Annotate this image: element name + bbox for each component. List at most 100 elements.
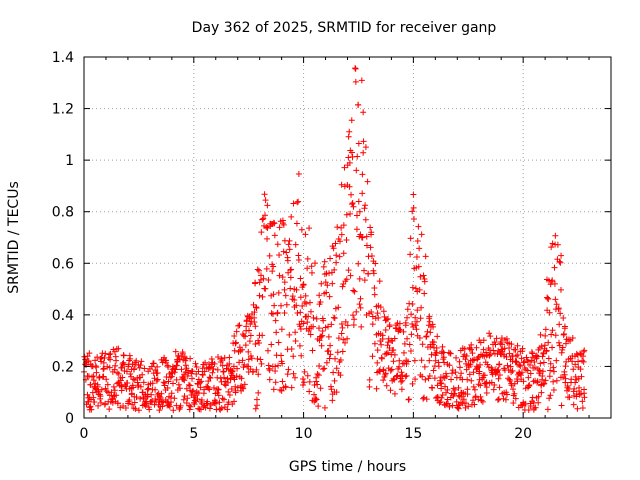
- data-point: [91, 398, 98, 405]
- data-point: [353, 226, 360, 233]
- data-point: [491, 382, 498, 389]
- data-point: [189, 387, 196, 394]
- data-point: [462, 356, 469, 363]
- data-point: [356, 275, 363, 282]
- data-point: [345, 154, 352, 161]
- data-point: [287, 285, 294, 292]
- data-point: [206, 374, 213, 381]
- data-point: [292, 338, 299, 345]
- data-point: [519, 345, 526, 352]
- data-point: [331, 266, 338, 273]
- data-point: [451, 390, 458, 397]
- data-point: [238, 375, 245, 382]
- data-point: [385, 339, 392, 346]
- data-point: [131, 399, 138, 406]
- data-point: [581, 347, 588, 354]
- data-point: [382, 370, 389, 377]
- data-point: [220, 396, 227, 403]
- data-point: [273, 329, 280, 336]
- data-point: [351, 316, 358, 323]
- data-point: [409, 300, 416, 307]
- data-point: [391, 376, 398, 383]
- data-point: [316, 362, 323, 369]
- data-point: [90, 394, 97, 401]
- data-point: [377, 304, 384, 311]
- data-point: [572, 373, 579, 380]
- data-point: [443, 373, 450, 380]
- data-point: [326, 293, 333, 300]
- data-point: [122, 405, 129, 412]
- data-point: [251, 309, 258, 316]
- data-point: [341, 164, 348, 171]
- data-point: [405, 396, 412, 403]
- data-point: [187, 355, 194, 362]
- data-point: [239, 357, 246, 364]
- data-point: [412, 376, 419, 383]
- data-point: [384, 349, 391, 356]
- data-point: [264, 202, 271, 209]
- data-point: [177, 402, 184, 409]
- data-point: [332, 240, 339, 247]
- data-point: [540, 381, 547, 388]
- data-point: [538, 389, 545, 396]
- data-point: [318, 333, 325, 340]
- data-point: [195, 390, 202, 397]
- data-point: [297, 309, 304, 316]
- data-point: [268, 341, 275, 348]
- data-point: [347, 272, 354, 279]
- y-tick-label: 0: [65, 411, 74, 427]
- data-point: [429, 385, 436, 392]
- data-point: [407, 251, 414, 258]
- data-point: [477, 382, 484, 389]
- data-point: [346, 183, 353, 190]
- data-point: [564, 384, 571, 391]
- data-point: [418, 304, 425, 311]
- data-point: [335, 304, 342, 311]
- data-point: [365, 270, 372, 277]
- data-point: [117, 377, 124, 384]
- data-point: [259, 293, 266, 300]
- data-point: [423, 333, 430, 340]
- data-point: [580, 358, 587, 365]
- data-point: [312, 395, 319, 402]
- data-point: [345, 267, 352, 274]
- data-point: [580, 353, 587, 360]
- data-point: [100, 365, 107, 372]
- data-point: [97, 393, 104, 400]
- data-point: [577, 350, 584, 357]
- data-point: [391, 335, 398, 342]
- data-point: [430, 339, 437, 346]
- data-point: [437, 399, 444, 406]
- data-point: [229, 368, 236, 375]
- data-point: [559, 344, 566, 351]
- data-point: [204, 400, 211, 407]
- data-point: [133, 394, 140, 401]
- data-point: [357, 295, 364, 302]
- data-point: [550, 364, 557, 371]
- data-point: [228, 385, 235, 392]
- data-point: [360, 109, 367, 116]
- data-point: [239, 346, 246, 353]
- data-point: [350, 287, 357, 294]
- data-point: [236, 322, 243, 329]
- grid: [84, 57, 611, 418]
- data-point: [420, 272, 427, 279]
- data-point: [525, 358, 532, 365]
- data-point: [299, 375, 306, 382]
- data-point: [98, 386, 105, 393]
- data-point: [313, 378, 320, 385]
- data-point: [422, 376, 429, 383]
- data-point: [465, 403, 472, 410]
- data-point: [486, 330, 493, 337]
- data-point: [149, 397, 156, 404]
- data-point: [472, 393, 479, 400]
- data-point: [107, 356, 114, 363]
- data-point: [150, 360, 157, 367]
- data-point: [301, 299, 308, 306]
- data-point: [195, 368, 202, 375]
- data-point: [297, 326, 304, 333]
- data-point: [310, 314, 317, 321]
- data-point: [252, 405, 259, 412]
- data-point: [264, 347, 271, 354]
- data-point: [418, 357, 425, 364]
